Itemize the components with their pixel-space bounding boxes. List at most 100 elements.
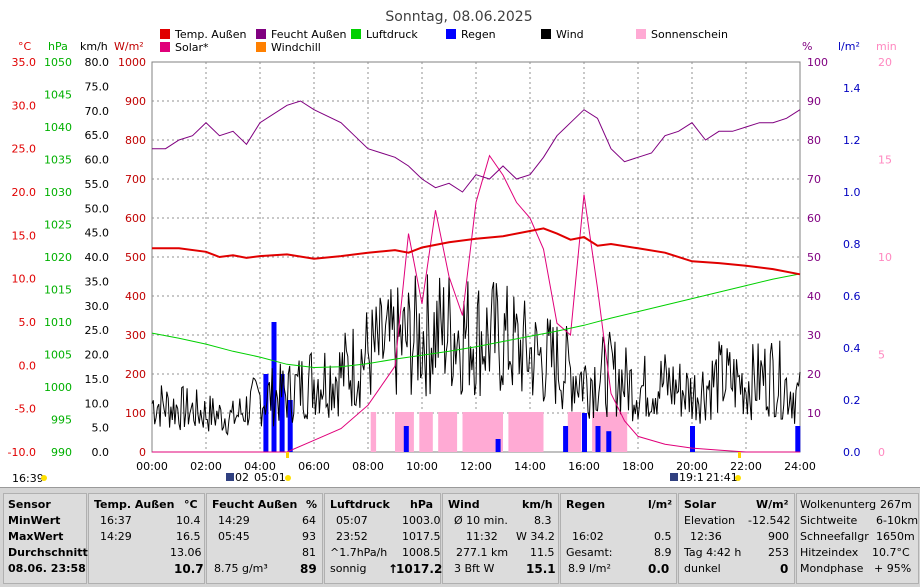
solar-tick-label: 900 — [125, 95, 146, 108]
sunshine-bar — [567, 412, 582, 452]
misc-label-1: Wolkenunterg — [800, 498, 877, 511]
humidity-tick-label: 90 — [807, 95, 821, 108]
wind-tick-label: 10.0 — [85, 397, 110, 410]
misc-label-3: Schneefallgr — [800, 530, 869, 543]
row-label-max: MaxWert — [8, 530, 64, 543]
solar-r1a: Elevation — [684, 514, 736, 527]
wind-tick-label: 45.0 — [85, 227, 110, 240]
rain-bar — [690, 426, 695, 452]
hum-head: Feucht Außen — [212, 498, 298, 511]
wind-head: Wind — [448, 498, 480, 511]
solar-tick-label: 200 — [125, 368, 146, 381]
weather-chart: Sonntag, 08.06.2025 Temp. Außen Feucht Au… — [8, 9, 897, 485]
wind-tick-label: 20.0 — [85, 349, 110, 362]
hum-current: 89 — [300, 562, 317, 576]
legend-swatch — [446, 29, 456, 39]
legend-label: Temp. Außen — [174, 28, 247, 41]
temp-current: 10.7 — [174, 562, 204, 576]
temp-min-time: 16:37 — [100, 514, 132, 527]
sunshine-tick-label: 20 — [878, 56, 892, 69]
sunset-marker-label: 19:1 — [679, 471, 704, 484]
temp-tick-label: 10.0 — [12, 273, 37, 286]
solar-r1b: -12.542 — [748, 514, 791, 527]
solar-head: Solar — [684, 498, 717, 511]
x-tick-label: 14:00 — [514, 460, 546, 473]
pressure-tick-label: 1040 — [44, 121, 72, 134]
pressure-tick-label: 995 — [51, 414, 72, 427]
wind-tick-label: 15.0 — [85, 373, 110, 386]
temp-max-time: 14:29 — [100, 530, 132, 543]
rain-tick-label: 0.8 — [843, 238, 861, 251]
misc-value-4: 10.7°C — [872, 546, 910, 559]
pressure-tick-label: 1050 — [44, 56, 72, 69]
x-tick-label: 04:00 — [244, 460, 276, 473]
temp-tick-label: 35.0 — [12, 56, 37, 69]
wind-tick-label: 40.0 — [85, 251, 110, 264]
solar-current: 0 — [780, 562, 789, 576]
sunshine-tick-label: 10 — [878, 251, 892, 264]
rain-unit: l/m² — [648, 498, 673, 511]
wind-tick-label: 0.0 — [92, 446, 110, 459]
misc-value-2: 6-10km — [876, 514, 919, 527]
axis-unit-label: W/m² — [114, 40, 144, 53]
temp-tick-label: -10.0 — [8, 446, 36, 459]
solar-unit: W/m² — [756, 498, 789, 511]
temp-tick-label: 20.0 — [12, 186, 37, 199]
wind-r2a: 11:32 — [466, 530, 498, 543]
temp-head: Temp. Außen — [94, 498, 175, 511]
hum-max: 93 — [302, 530, 316, 543]
press-unit: hPa — [410, 498, 434, 511]
axis-unit-label: km/h — [80, 40, 108, 53]
temp-max: 16.5 — [176, 530, 201, 543]
legend-label: Solar* — [175, 41, 209, 54]
hum-min: 64 — [302, 514, 316, 527]
row-label-avg: Durchschnitt — [8, 546, 88, 559]
x-tick-label: 00:00 — [136, 460, 168, 473]
humidity-tick-label: 70 — [807, 173, 821, 186]
series-line-temp-au-en — [152, 227, 801, 276]
temp-tick-label: 0.0 — [19, 359, 37, 372]
series-layer — [151, 100, 801, 453]
trend-up-icon: ↑ — [388, 562, 399, 576]
rain-r2b: 0.5 — [654, 530, 672, 543]
solar-r3a: Tag 4:42 h — [684, 546, 742, 559]
series-line-luftdruck — [151, 273, 801, 369]
pressure-tick-label: 1020 — [44, 251, 72, 264]
legend-swatch — [256, 42, 266, 52]
pressure-tick-label: 1030 — [44, 186, 72, 199]
axis-unit-label: min — [876, 40, 897, 53]
rain-tick-label: 0.0 — [843, 446, 861, 459]
humidity-tick-label: 60 — [807, 212, 821, 225]
rain-tick-label: 1.4 — [843, 82, 861, 95]
pressure-tick-label: 1010 — [44, 316, 72, 329]
sunset-time: 21:41 — [706, 471, 738, 484]
humidity-tick-label: 80 — [807, 134, 821, 147]
wind-tick-label: 50.0 — [85, 202, 110, 215]
sunshine-bar — [419, 412, 433, 452]
rain-head: Regen — [566, 498, 606, 511]
misc-value-5: + 95% — [874, 562, 912, 575]
pressure-tick-label: 1025 — [44, 219, 72, 232]
solar-tick-label: 600 — [125, 212, 146, 225]
legend-swatch — [160, 42, 170, 52]
stats-wind-box — [442, 493, 559, 584]
x-tick-label: 20:00 — [676, 460, 708, 473]
rain-tick-label: 1.2 — [843, 134, 861, 147]
x-tick-label: 12:00 — [460, 460, 492, 473]
press-head: Luftdruck — [330, 498, 390, 511]
solar-tick-label: 500 — [125, 251, 146, 264]
statistics-panel: Sensor MinWert MaxWert Durchschnitt 08.0… — [0, 487, 920, 587]
stats-hum-box — [206, 493, 323, 584]
press-current: 1017.2 — [396, 562, 443, 576]
press-max: 1017.5 — [402, 530, 441, 543]
x-tick-label: 16:00 — [568, 460, 600, 473]
day-markers: 16:39 02 05:01 19:1 21:41 — [12, 452, 741, 485]
rain-tick-label: 0.6 — [843, 290, 861, 303]
rain-bar — [595, 426, 601, 452]
hum-max-time: 05:45 — [218, 530, 250, 543]
chart-title: Sonntag, 08.06.2025 — [385, 9, 532, 25]
rain-r4a: 8.9 l/m² — [568, 562, 611, 575]
misc-label-5: Mondphase — [800, 562, 864, 575]
x-tick-label: 10:00 — [406, 460, 438, 473]
pressure-tick-label: 1035 — [44, 154, 72, 167]
